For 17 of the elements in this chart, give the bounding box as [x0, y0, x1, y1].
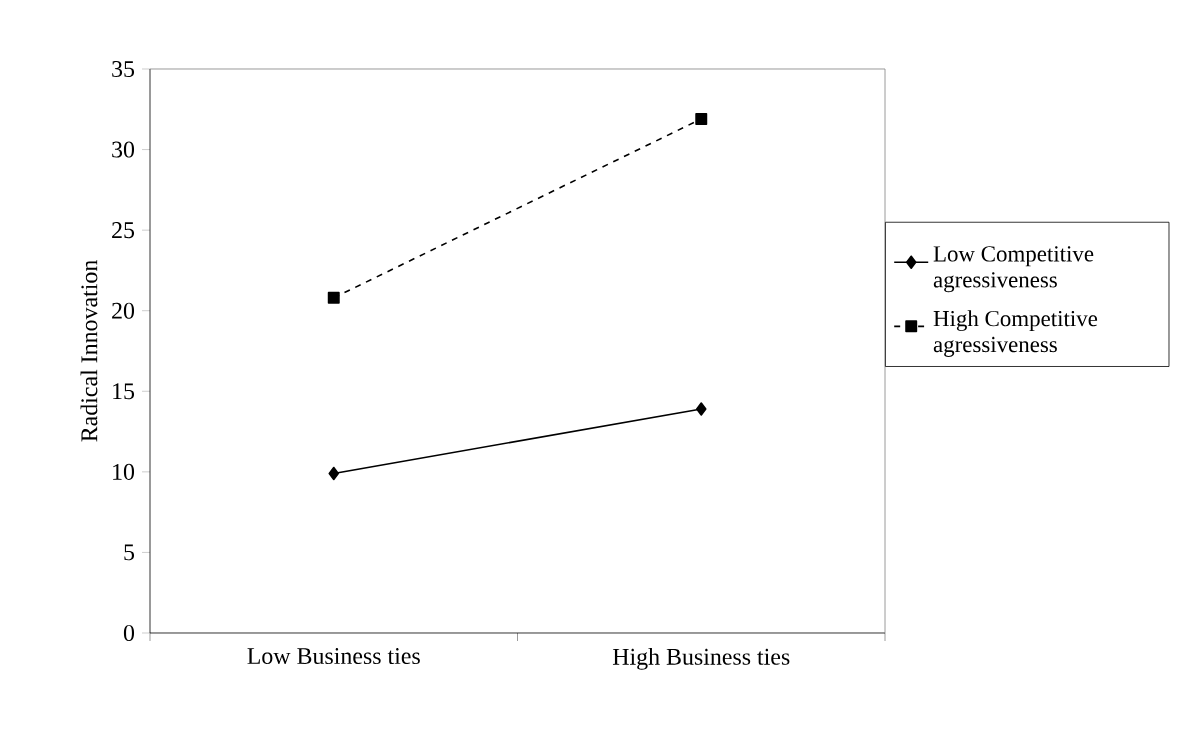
- y-axis-title: Radical Innovation: [80, 260, 98, 442]
- x-tick-label: High Business ties: [612, 648, 790, 670]
- legend-label: High Competitive agressiveness: [933, 310, 1098, 357]
- y-tick-label: 15: [113, 383, 135, 400]
- y-tick-label: 10: [113, 463, 135, 480]
- point: [695, 402, 707, 416]
- y-tick-label: 35: [112, 60, 135, 78]
- x-tick-label: Low Business ties: [247, 648, 420, 665]
- point: [327, 291, 340, 304]
- y-tick-label: 20: [112, 302, 135, 319]
- point: [695, 112, 708, 125]
- y-tick-label: 30: [112, 141, 135, 158]
- y-tick-label: 5: [124, 544, 135, 561]
- y-tick-label: 25: [112, 222, 135, 239]
- point: [328, 466, 340, 481]
- y-tick-label: 0: [123, 624, 135, 642]
- legend-label: Low Competitive agressiveness: [933, 246, 1094, 293]
